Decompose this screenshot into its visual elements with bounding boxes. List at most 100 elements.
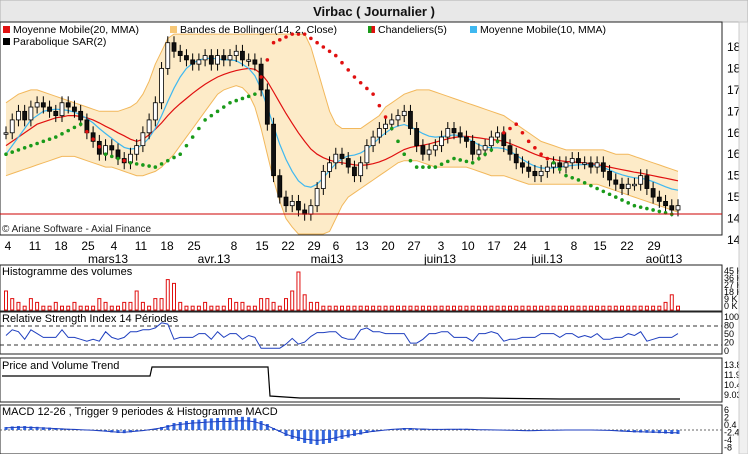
x-month-label: mars13 [88, 252, 128, 266]
macd-tick: -4 [724, 435, 732, 445]
macd-bar [41, 427, 45, 430]
volume-bar [651, 305, 656, 311]
candle-body [308, 205, 314, 215]
candle-body [470, 140, 476, 155]
rsi-panel [0, 311, 723, 355]
macd-bar [303, 430, 307, 443]
candle-body [159, 68, 164, 104]
sar-dot [296, 32, 301, 36]
sar-dot [371, 92, 375, 96]
candle-body [109, 145, 115, 151]
candle-body [277, 175, 283, 198]
macd-bar [23, 426, 27, 430]
candle-body [327, 162, 332, 172]
volume-panel-title: Histogramme des volumes [2, 266, 133, 278]
candle-body [401, 110, 407, 117]
volume-bar [520, 305, 525, 311]
sar-dot [271, 40, 276, 45]
candle-body [563, 162, 569, 168]
volume-bar [595, 305, 600, 311]
macd-bar [651, 430, 655, 433]
candle-body [53, 110, 59, 117]
candle-body [457, 132, 463, 138]
sar-dot [589, 183, 593, 188]
candle-body [352, 166, 357, 177]
candle-body [271, 123, 276, 177]
macd-bar [309, 430, 313, 444]
x-day-label: 22 [281, 239, 295, 253]
volume-bar [41, 305, 46, 311]
macd-bar [203, 419, 207, 430]
candle-body [675, 205, 681, 211]
volume-bar [321, 305, 326, 311]
macd-bar [234, 417, 238, 430]
volume-bar [215, 305, 220, 311]
macd-bar [352, 430, 356, 436]
legend-swatch [3, 26, 10, 33]
volume-bar [470, 305, 475, 311]
x-day-label: 22 [620, 239, 634, 253]
macd-tick: 2 [724, 413, 729, 423]
sar-dot [458, 158, 463, 162]
candle-body [376, 128, 382, 138]
candle-body [513, 153, 519, 164]
sar-dot [234, 98, 239, 103]
x-day-label: 1 [544, 239, 551, 253]
sar-dot [153, 165, 158, 169]
candle-body [208, 55, 214, 65]
sar-dot [103, 152, 108, 157]
candle-body [488, 136, 494, 147]
candle-body [28, 106, 34, 121]
macd-bar [4, 427, 8, 430]
volume-bar [414, 305, 419, 311]
macd-bar [122, 430, 126, 434]
pvt-panel [0, 357, 723, 403]
volume-bar [147, 305, 152, 311]
volume-bar [153, 298, 158, 311]
candle-body [227, 55, 233, 61]
volume-bar [234, 301, 239, 311]
volume-bar [445, 305, 450, 311]
candle-body [40, 102, 46, 108]
scrollbar-track[interactable] [738, 21, 748, 454]
volume-bar [607, 305, 612, 311]
x-day-label: 15 [593, 239, 607, 253]
sar-dot [408, 158, 413, 163]
sar-dot [352, 75, 357, 79]
sar-dot [651, 208, 655, 212]
sar-dot [601, 189, 606, 194]
sar-dot [638, 205, 643, 209]
sar-dot [97, 144, 102, 149]
volume-bar [109, 305, 114, 311]
macd-bar [253, 418, 257, 430]
macd-tick: 0.4 [724, 420, 737, 430]
candle-body [607, 170, 612, 181]
macd-bar [48, 427, 52, 430]
x-month-label: juin13 [423, 252, 456, 266]
sar-dot [134, 162, 139, 166]
candle-body [594, 162, 600, 168]
sar-dot [402, 152, 407, 157]
candle-body [314, 188, 320, 207]
volume-bar [53, 301, 58, 311]
volume-bar [265, 298, 270, 311]
volume-bar [476, 305, 481, 311]
volume-bar [290, 290, 295, 311]
macd-bar [346, 430, 350, 438]
volume-bar [570, 305, 575, 311]
volume-bar [116, 305, 120, 311]
sar-dot [464, 159, 469, 164]
macd-tick: -2.4 [724, 428, 740, 438]
sar-dot [377, 103, 382, 108]
volume-bar [663, 301, 668, 311]
candle-body [650, 188, 656, 198]
candle-body [72, 106, 77, 112]
x-day-label: 10 [461, 239, 475, 253]
sar-dot [116, 156, 120, 161]
volume-bar [240, 301, 245, 311]
candle-body [190, 59, 196, 65]
sar-dot [85, 129, 89, 134]
sar-dot [141, 163, 145, 167]
sar-dot [427, 165, 431, 169]
